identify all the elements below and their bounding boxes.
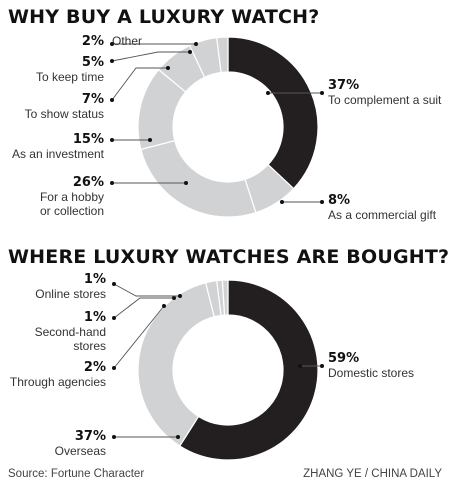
label-dot-1-2 <box>280 200 284 204</box>
category-label-1-7: Other <box>112 34 142 48</box>
percent-label-1-3: 26% <box>73 175 104 190</box>
slice-1-1 <box>227 36 319 190</box>
label-dot-1-7 <box>110 42 114 46</box>
category-label-1-1: To complement a suit <box>328 93 442 107</box>
slice-2-2 <box>137 282 216 447</box>
label-dot-2-3 <box>112 366 116 370</box>
percent-label-1-7: 2% <box>82 34 104 49</box>
donut-chart-2: 59%Domestic stores 37%Overseas 2%Through a… <box>10 272 414 461</box>
leader-dot-1-2 <box>320 200 324 204</box>
label-dot-2-5 <box>112 282 116 286</box>
leader-dot-1-5 <box>166 66 170 70</box>
label-dot-2-4 <box>112 316 116 320</box>
category-label-2-5: Online stores <box>35 287 106 301</box>
label-dot-1-1 <box>266 91 270 95</box>
percent-label-2-2: 37% <box>75 429 106 444</box>
donut-chart-1: 37%To complement a suit 8%As a commercial… <box>12 34 442 222</box>
category-label-2-2: Overseas <box>55 444 106 458</box>
leader-dot-2-5 <box>178 294 182 298</box>
percent-label-2-3: 2% <box>84 360 106 375</box>
label-dot-2-1 <box>298 364 302 368</box>
percent-label-1-6: 5% <box>82 55 104 70</box>
percent-label-2-5: 1% <box>84 272 106 287</box>
category-label-2-3: Through agencies <box>10 375 106 389</box>
leader-line-2-3 <box>113 305 165 369</box>
leader-dot-2-4 <box>172 296 176 300</box>
label-dot-1-6 <box>110 59 114 63</box>
percent-label-1-2: 8% <box>328 193 350 208</box>
percent-label-1-5: 7% <box>82 92 104 107</box>
leader-dot-1-4 <box>148 138 152 142</box>
leader-dot-2-3 <box>162 304 166 308</box>
category-label-1-3: For a hobby or collection <box>40 190 104 218</box>
percent-label-2-1: 59% <box>328 351 359 366</box>
category-label-1-2: As a commercial gift <box>328 208 437 222</box>
slice-1-3 <box>140 139 257 218</box>
credit-line: ZHANG YE / CHINA DAILY <box>303 468 442 480</box>
leader-dot-1-7 <box>194 42 198 46</box>
chart-2-title: WHERE LUXURY WATCHES ARE BOUGHT? <box>8 246 450 268</box>
label-dot-1-5 <box>110 98 114 102</box>
source-note: Source: Fortune Character <box>8 468 145 480</box>
percent-label-1-1: 37% <box>328 78 359 93</box>
leader-dot-1-1 <box>320 91 324 95</box>
category-label-2-1: Domestic stores <box>328 366 414 380</box>
label-dot-2-2 <box>112 435 116 439</box>
label-dot-1-3 <box>110 181 114 185</box>
percent-label-2-4: 1% <box>84 310 106 325</box>
leader-dot-2-1 <box>320 364 324 368</box>
percent-label-1-4: 15% <box>73 132 104 147</box>
category-label-1-6: To keep time <box>36 70 104 84</box>
leader-line-2-4 <box>113 297 174 319</box>
leader-line-1-5 <box>111 67 168 101</box>
category-label-2-4: Second-hand stores <box>35 325 106 353</box>
label-dot-1-4 <box>110 138 114 142</box>
leader-line-2-5 <box>113 283 180 297</box>
leader-dot-1-6 <box>188 50 192 54</box>
slice-1-7 <box>216 36 229 74</box>
leader-dot-1-3 <box>184 181 188 185</box>
slice-2-1 <box>178 279 319 461</box>
slice-2-5 <box>221 279 229 316</box>
leader-dot-2-2 <box>176 435 180 439</box>
chart-1-title: WHY BUY A LUXURY WATCH? <box>8 6 320 28</box>
category-label-1-4: As an investment <box>12 147 105 161</box>
category-label-1-5: To show status <box>25 107 104 121</box>
leader-line-1-6 <box>111 51 190 62</box>
